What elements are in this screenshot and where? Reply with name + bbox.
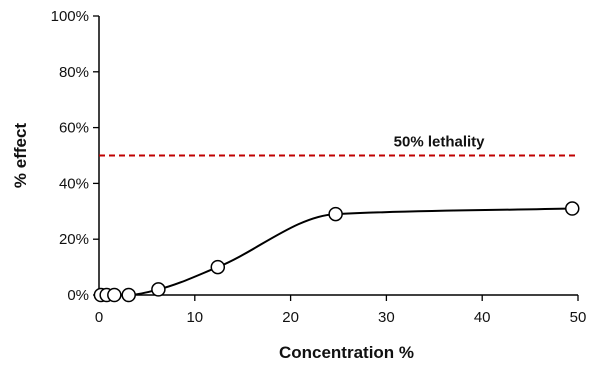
data-point bbox=[121, 287, 136, 303]
y-axis-title: % effect bbox=[11, 123, 30, 189]
data-point bbox=[565, 201, 580, 216]
x-tick-label: 40 bbox=[474, 309, 491, 326]
data-point bbox=[107, 287, 122, 303]
x-tick-label: 0 bbox=[95, 309, 103, 326]
y-axis-ticks: 0% 20% 40% 60% 80% 100% bbox=[51, 8, 99, 304]
y-tick-label: 20% bbox=[59, 231, 89, 248]
x-tick-label: 20 bbox=[282, 309, 299, 326]
fitted-curve bbox=[100, 207, 573, 296]
y-tick-label: 100% bbox=[51, 8, 89, 25]
x-axis-ticks: 0 10 20 30 40 50 bbox=[95, 295, 587, 326]
x-tick-label: 30 bbox=[378, 309, 395, 326]
data-point bbox=[328, 206, 343, 222]
y-tick-label: 0% bbox=[67, 287, 89, 304]
points-layer bbox=[93, 201, 580, 303]
x-axis-title: Concentration % bbox=[279, 343, 414, 362]
lethality-annotation: 50% lethality bbox=[394, 134, 486, 151]
x-tick-label: 50 bbox=[570, 309, 587, 326]
y-tick-label: 60% bbox=[59, 120, 89, 137]
curve-layer bbox=[100, 207, 573, 296]
y-tick-label: 40% bbox=[59, 175, 89, 192]
data-point bbox=[210, 259, 226, 275]
y-tick-label: 80% bbox=[59, 64, 89, 81]
data-point bbox=[151, 282, 166, 297]
x-tick-label: 10 bbox=[186, 309, 203, 326]
